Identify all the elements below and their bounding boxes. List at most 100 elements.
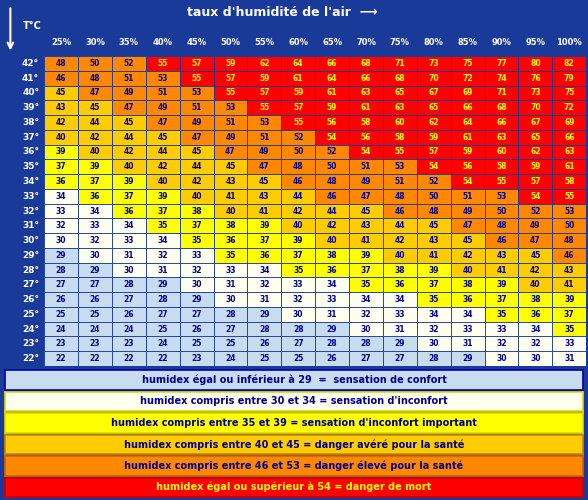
Bar (248, 322, 281, 336)
Text: 46: 46 (395, 206, 405, 216)
Bar (485, 174, 519, 189)
Bar (213, 262, 248, 278)
Bar (519, 71, 552, 86)
Text: 59: 59 (462, 148, 473, 156)
Text: 50: 50 (327, 162, 338, 171)
Text: 46: 46 (293, 177, 303, 186)
Text: 30: 30 (361, 324, 371, 334)
Text: 42: 42 (293, 206, 303, 216)
Text: 53: 53 (259, 118, 269, 127)
Text: 42: 42 (90, 132, 100, 141)
Bar (179, 56, 213, 71)
Text: 24: 24 (90, 324, 100, 334)
Bar (519, 56, 552, 71)
Text: 35: 35 (429, 295, 439, 304)
Bar (485, 189, 519, 204)
Text: 45: 45 (56, 88, 66, 98)
Bar (78, 115, 112, 130)
Text: 40: 40 (530, 280, 540, 289)
Text: 67: 67 (530, 118, 541, 127)
Bar (552, 307, 586, 322)
Text: 38: 38 (530, 295, 541, 304)
Bar (552, 71, 586, 86)
Bar (112, 336, 146, 351)
Bar (248, 292, 281, 307)
Bar (383, 144, 417, 160)
Text: 33: 33 (496, 324, 507, 334)
Text: 61: 61 (462, 132, 473, 141)
Text: 41: 41 (361, 236, 371, 245)
Text: 70%: 70% (356, 38, 376, 47)
Bar (383, 262, 417, 278)
Bar (112, 307, 146, 322)
Text: 48: 48 (293, 162, 303, 171)
Bar (146, 218, 179, 233)
Text: 42: 42 (327, 222, 338, 230)
Text: 40: 40 (191, 192, 202, 200)
Bar (519, 100, 552, 115)
Text: 64: 64 (462, 118, 473, 127)
Bar (485, 130, 519, 144)
Text: 69: 69 (564, 118, 574, 127)
Bar (248, 307, 281, 322)
Bar (281, 71, 315, 86)
Bar (349, 174, 383, 189)
Text: 28: 28 (56, 266, 66, 274)
Text: 36: 36 (90, 192, 100, 200)
Text: 51: 51 (259, 132, 269, 141)
Bar (450, 189, 485, 204)
Text: 54: 54 (361, 148, 371, 156)
Text: humidex compris entre 30 et 34 = sensation d'inconfort: humidex compris entre 30 et 34 = sensati… (140, 396, 448, 406)
Text: 32: 32 (158, 251, 168, 260)
Text: 38: 38 (462, 280, 473, 289)
Text: 51: 51 (225, 118, 236, 127)
Text: 66: 66 (496, 118, 507, 127)
Text: humidex compris entre 35 et 39 = sensation d'inconfort important: humidex compris entre 35 et 39 = sensati… (111, 418, 477, 428)
Bar (383, 100, 417, 115)
Bar (552, 130, 586, 144)
Bar (112, 248, 146, 262)
Bar (179, 144, 213, 160)
Text: 46: 46 (496, 236, 507, 245)
Bar (485, 278, 519, 292)
Bar (485, 351, 519, 366)
Bar (179, 278, 213, 292)
Text: 36: 36 (259, 251, 269, 260)
Text: 35: 35 (191, 236, 202, 245)
Text: 40: 40 (158, 177, 168, 186)
Bar (44, 71, 78, 86)
Text: 75: 75 (564, 88, 574, 98)
Bar (146, 56, 179, 71)
Text: 25°: 25° (22, 310, 39, 319)
Text: 24: 24 (123, 324, 134, 334)
Text: 25: 25 (158, 324, 168, 334)
Bar (417, 307, 450, 322)
Text: 40: 40 (395, 251, 405, 260)
Text: 100%: 100% (556, 38, 582, 47)
Text: 46: 46 (327, 192, 338, 200)
Text: 47: 47 (530, 236, 541, 245)
Text: 32°: 32° (22, 206, 39, 216)
Text: 37: 37 (259, 236, 270, 245)
Text: 51: 51 (191, 103, 202, 112)
Text: 59: 59 (259, 74, 269, 82)
Text: 31°: 31° (22, 222, 39, 230)
Text: 30: 30 (90, 251, 100, 260)
Text: 45: 45 (123, 118, 134, 127)
Bar (213, 189, 248, 204)
Bar (417, 160, 450, 174)
Text: 79: 79 (564, 74, 574, 82)
Bar (179, 262, 213, 278)
Text: 37: 37 (496, 295, 507, 304)
Text: 53: 53 (496, 192, 507, 200)
Bar (383, 233, 417, 248)
Text: 26°: 26° (22, 295, 39, 304)
Bar (78, 56, 112, 71)
Bar (349, 160, 383, 174)
Bar (519, 204, 552, 218)
Bar (112, 115, 146, 130)
Text: 59: 59 (225, 59, 236, 68)
Text: 59: 59 (429, 132, 439, 141)
Text: 61: 61 (293, 74, 303, 82)
Bar (383, 322, 417, 336)
